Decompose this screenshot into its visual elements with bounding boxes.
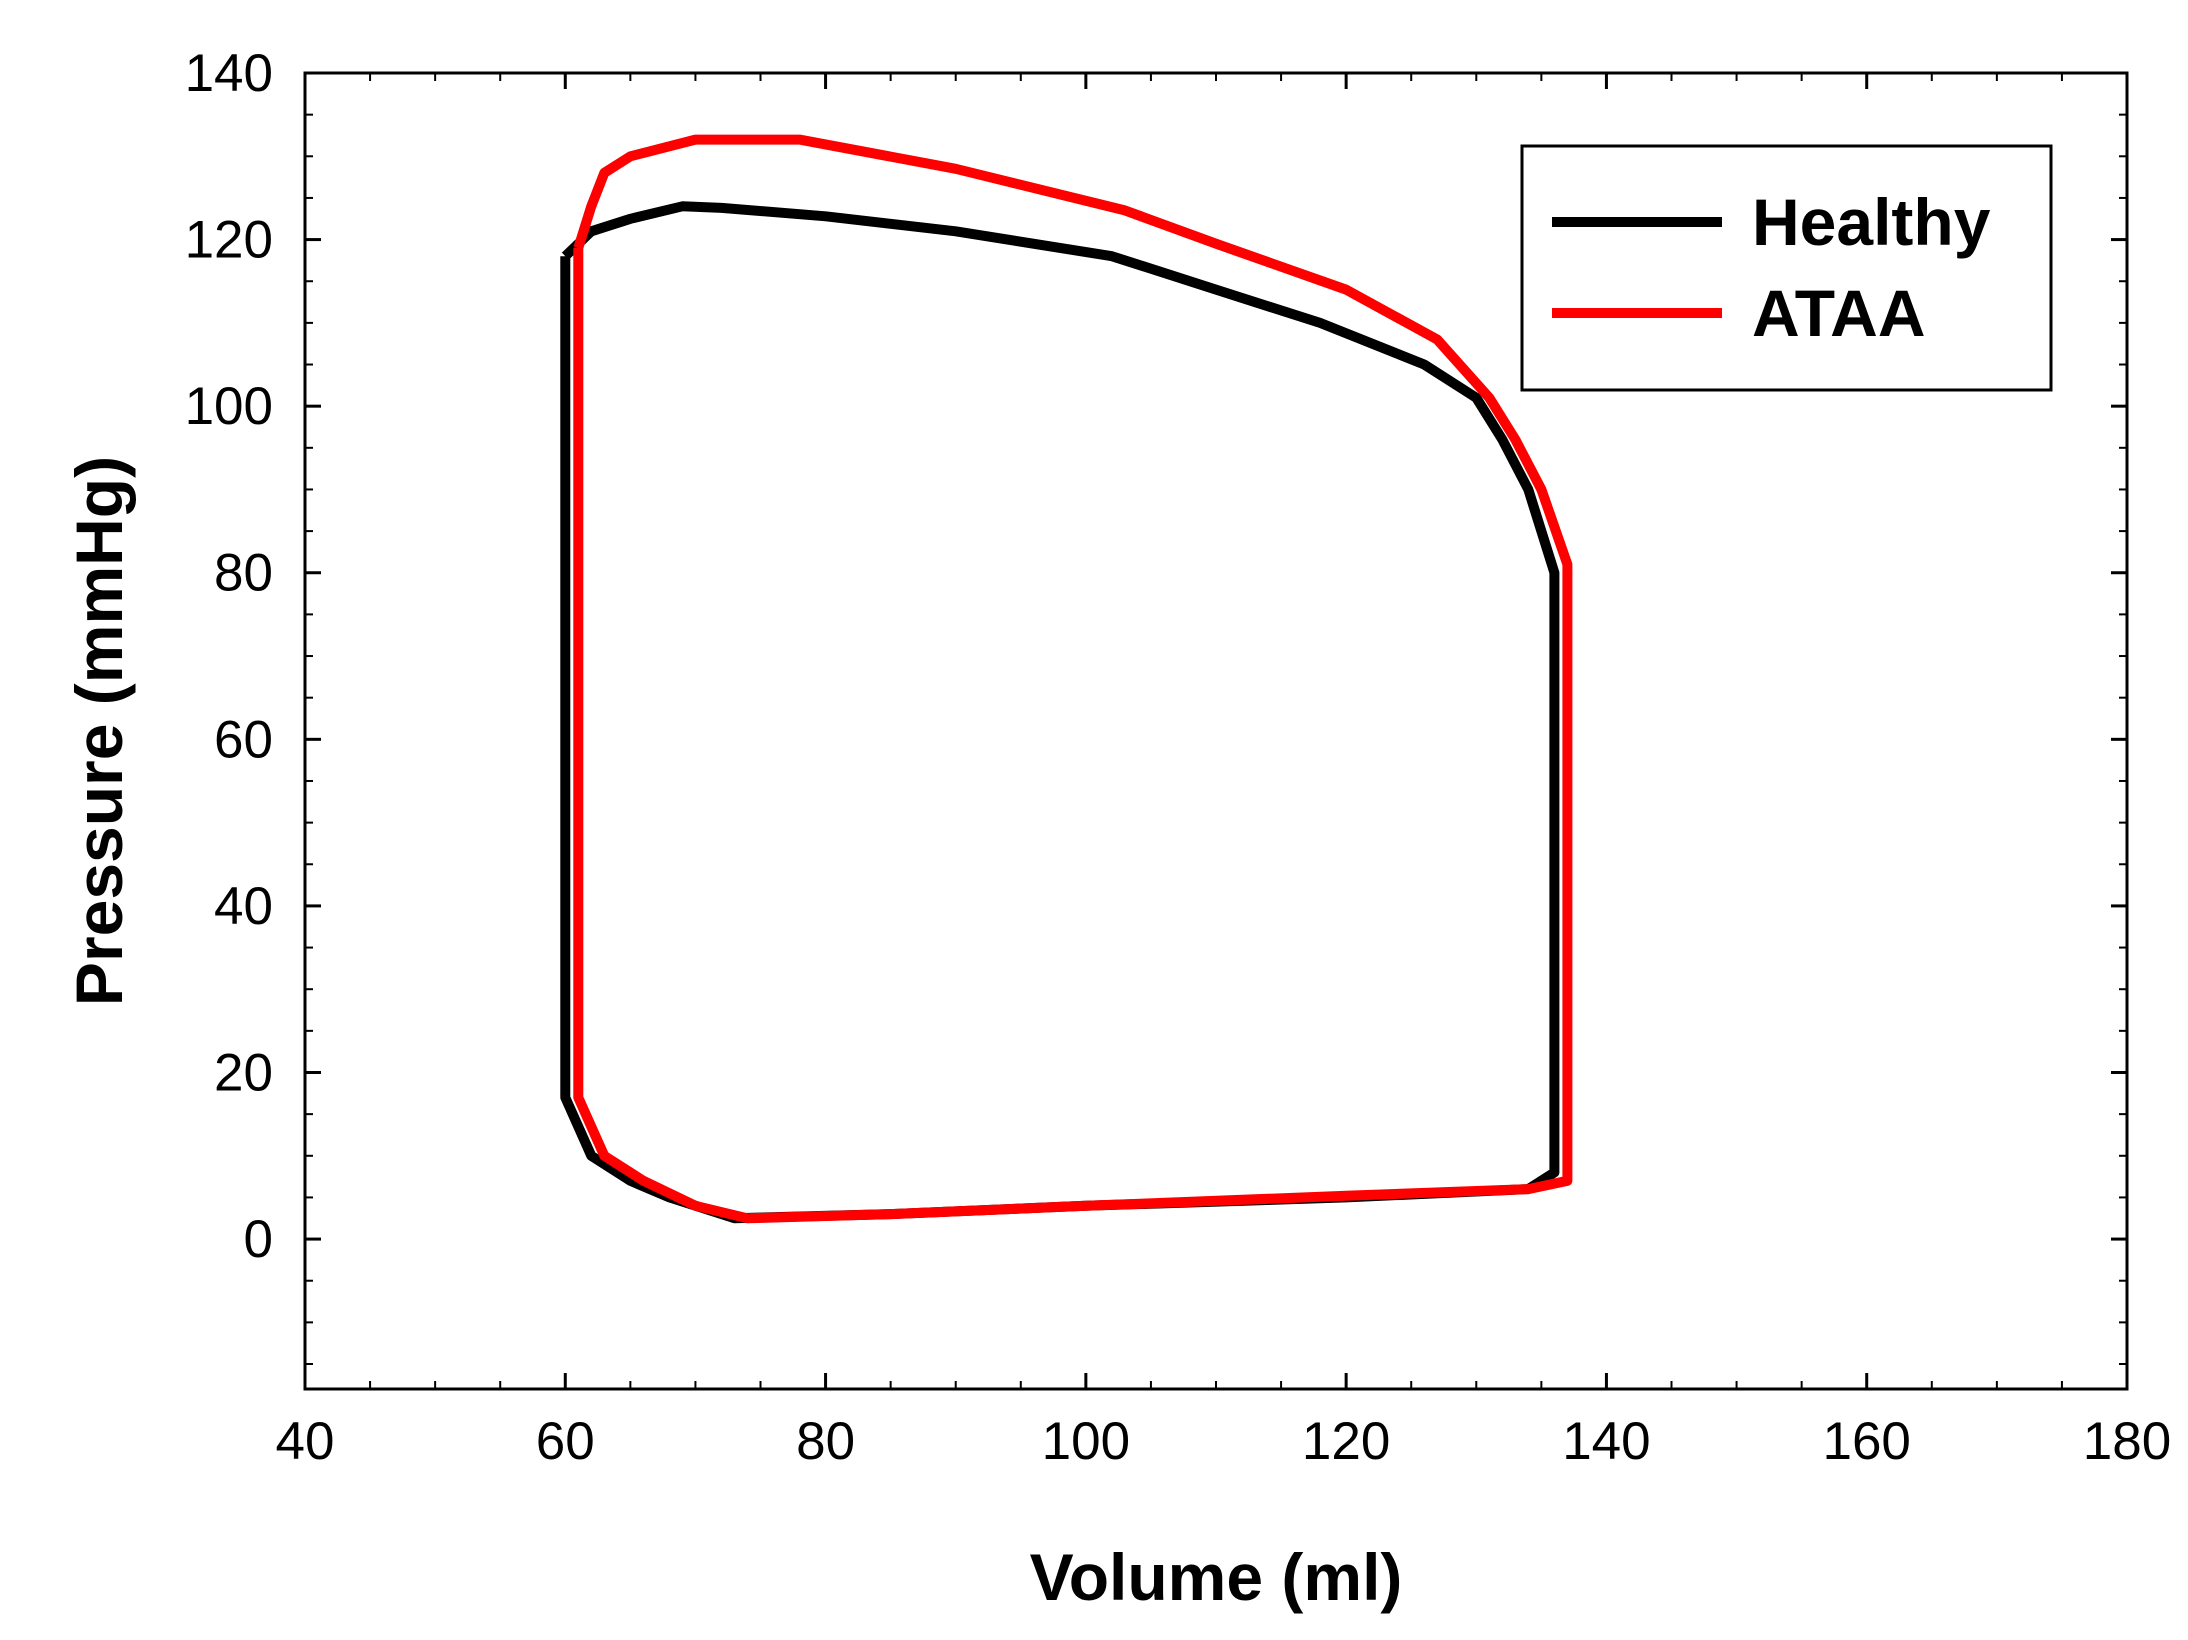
x-tick-label: 40 [276, 1412, 335, 1471]
legend: Healthy ATAA [1520, 144, 2053, 392]
legend-label-healthy: Healthy [1752, 185, 1991, 259]
x-tick-label: 60 [536, 1412, 595, 1471]
y-tick-label: 20 [214, 1043, 273, 1102]
x-tick-label: 100 [1042, 1412, 1130, 1471]
y-tick-label: 120 [185, 211, 273, 270]
y-tick-label: 100 [185, 377, 273, 436]
x-tick-label: 80 [796, 1412, 855, 1471]
x-tick-label: 160 [1822, 1412, 1910, 1471]
x-tick-label: 120 [1302, 1412, 1390, 1471]
y-axis-title: Pressure (mmHg) [62, 456, 136, 1006]
legend-label-ataa: ATAA [1752, 276, 1926, 350]
x-tick-label: 180 [2083, 1412, 2171, 1471]
x-tick-label: 140 [1562, 1412, 1650, 1471]
y-tick-label: 40 [214, 877, 273, 936]
series-line-ataa [573, 134, 1573, 1224]
y-tick-label: 0 [244, 1210, 273, 1269]
series-layer [560, 134, 1573, 1224]
series-line-healthy [560, 201, 1560, 1224]
x-axis-title: Volume (ml) [1030, 1540, 1403, 1614]
y-tick-label: 60 [214, 710, 273, 769]
y-axis-ticks: 0 20 40 60 80 100 120 140 [185, 44, 2127, 1269]
x-axis-ticks: 40 60 80 100 120 140 160 180 [276, 73, 2171, 1471]
y-tick-label: 140 [185, 44, 273, 103]
legend-box [1520, 144, 2053, 392]
y-tick-label: 80 [214, 544, 273, 603]
